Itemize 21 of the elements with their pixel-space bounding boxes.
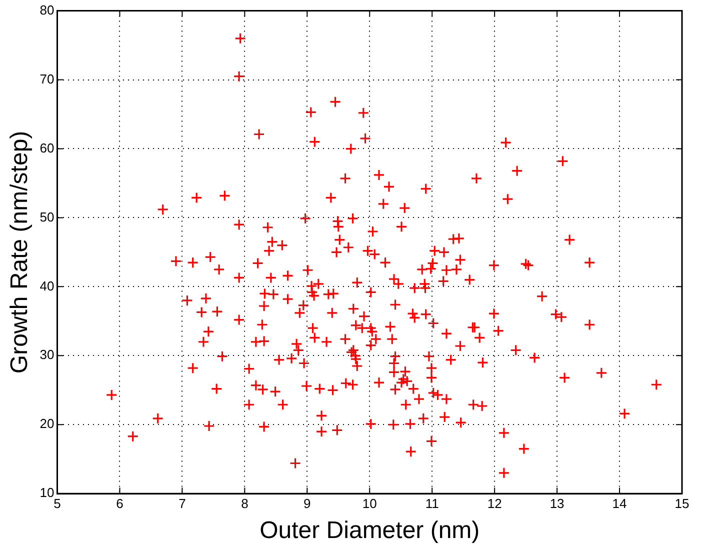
x-tick-label: 12 [487, 496, 502, 511]
y-tick-label: 40 [40, 278, 54, 294]
x-tick-label: 5 [54, 496, 61, 511]
x-tick-label: 9 [304, 496, 311, 511]
y-tick-label: 20 [40, 416, 54, 432]
x-axis-title: Outer Diameter (nm) [260, 517, 480, 544]
x-tick-label: 8 [241, 496, 248, 511]
y-tick-label: 10 [40, 485, 54, 500]
x-tick-label: 10 [362, 496, 377, 511]
x-tick-label: 15 [674, 496, 690, 511]
x-tick-label: 6 [116, 496, 124, 511]
x-tick-label: 11 [425, 496, 439, 511]
y-tick-label: 70 [40, 71, 54, 86]
y-tick-label: 60 [40, 140, 54, 156]
x-tick-label: 14 [612, 496, 627, 511]
y-tick-label: 80 [40, 2, 54, 18]
y-tick-label: 30 [40, 347, 54, 362]
x-tick-label: 13 [550, 496, 564, 511]
x-tick-label: 7 [178, 496, 186, 511]
y-tick-label: 50 [40, 209, 54, 224]
y-axis-title: Growth Rate (nm/step) [6, 130, 34, 374]
